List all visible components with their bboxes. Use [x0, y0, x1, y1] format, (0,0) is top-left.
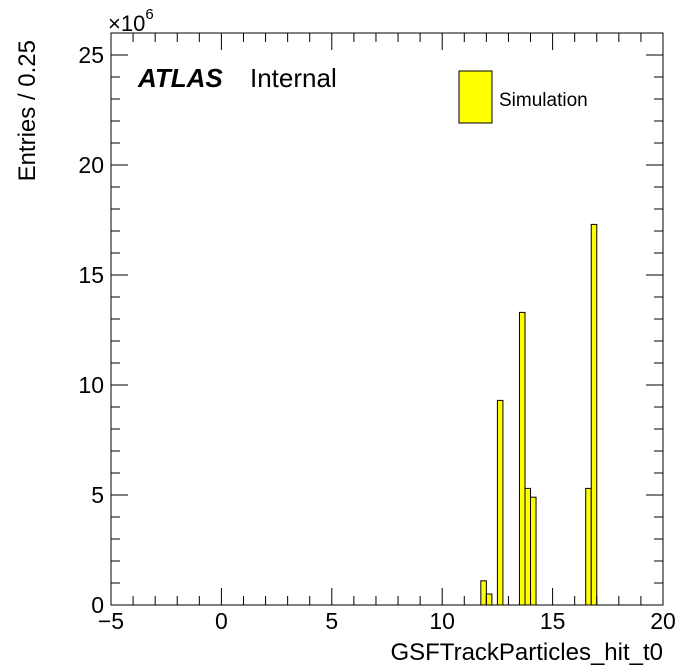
y-multiplier-exponent: 6: [145, 6, 153, 23]
y-axis-title: Entries / 0.25: [14, 40, 41, 181]
y-tick-label: 15: [78, 262, 104, 288]
y-tick-label: 5: [91, 482, 104, 508]
legend-swatch: [458, 70, 493, 124]
x-tick-label: 10: [429, 608, 455, 634]
status-label: Internal: [250, 63, 337, 93]
y-tick-label: 10: [78, 372, 104, 398]
x-tick-label: −5: [98, 608, 124, 634]
histogram-bar-6: [585, 487, 592, 606]
y-tick-label: 25: [78, 42, 104, 68]
histogram-bar-4: [524, 487, 532, 606]
x-tick-label: 15: [540, 608, 566, 634]
y-tick-label: 0: [91, 592, 104, 618]
histogram-bar-3: [518, 311, 526, 606]
x-tick-label: 20: [650, 608, 676, 634]
experiment-label: ATLAS: [137, 63, 223, 93]
histogram-bar-1: [485, 593, 493, 606]
y-multiplier-base: ×10: [108, 11, 145, 36]
histogram-bars: [480, 223, 598, 606]
x-tick-label: 0: [215, 608, 228, 634]
histogram-bar-2: [496, 399, 504, 606]
y-tick-label: 20: [78, 152, 104, 178]
histogram-bar-0: [480, 580, 487, 606]
x-axis-ticks: [110, 33, 664, 605]
x-tick-label: 5: [325, 608, 338, 634]
y-axis-tick-labels: 0 5 10 15 20 25: [78, 42, 104, 618]
legend-label: Simulation: [499, 90, 588, 111]
x-axis-tick-labels: −5 0 5 10 15 20: [98, 608, 676, 634]
histogram-bar-5: [530, 496, 537, 606]
y-axis-ticks: [111, 32, 663, 606]
histogram-bar-7: [590, 223, 598, 606]
plot-frame: [110, 32, 664, 606]
y-multiplier: ×106: [108, 6, 154, 36]
x-axis-title: GSFTrackParticles_hit_t0: [390, 639, 663, 666]
